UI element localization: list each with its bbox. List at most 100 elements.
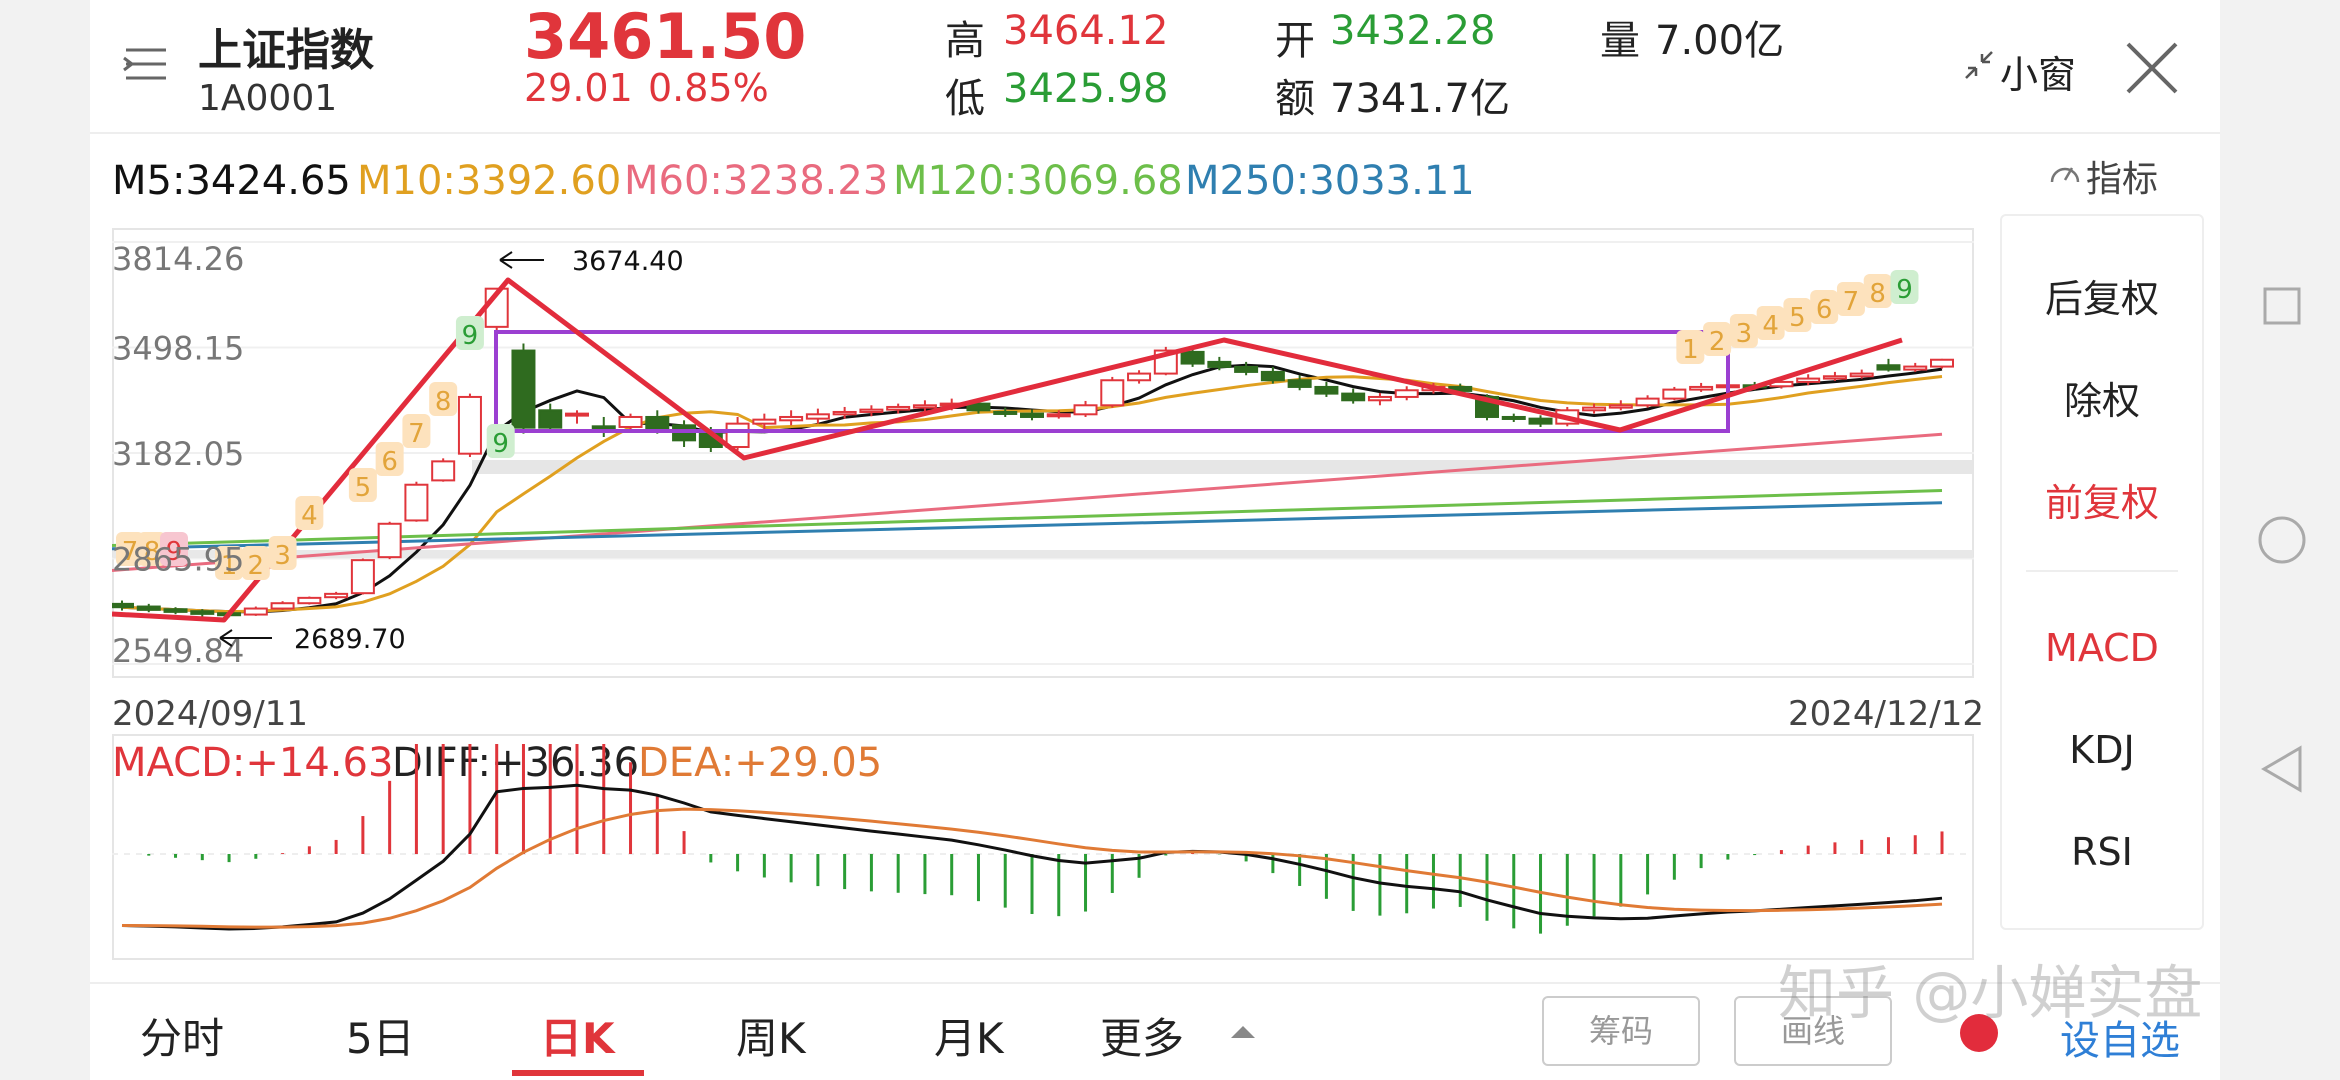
side-item-forward-adjust[interactable]: 前复权	[2044, 481, 2159, 525]
nine-turn-badge	[429, 382, 458, 416]
candle-body	[457, 395, 482, 455]
candle-body	[1394, 389, 1419, 398]
macd-histogram	[147, 744, 1944, 934]
tab-monthly-k[interactable]: 月K	[934, 1014, 1004, 1063]
nine-turn-badge	[241, 546, 270, 580]
candle-body	[1582, 406, 1607, 412]
candle-body	[190, 610, 215, 615]
dea-line	[121, 807, 1943, 929]
candle-body	[912, 404, 937, 409]
candle-body	[431, 460, 456, 482]
current-price: 3461.50	[524, 0, 807, 73]
tab-intraday[interactable]: 分时	[140, 1014, 225, 1063]
low-value: 3425.98	[1003, 66, 1169, 112]
candle-body	[1207, 360, 1232, 368]
nine-turn-badge	[402, 414, 431, 448]
ma120-label: M120:3069.68	[893, 158, 1183, 204]
y-tick-label: 2865.95	[112, 540, 244, 578]
side-item-rsi[interactable]: RSI	[2071, 830, 2133, 874]
side-item-macd[interactable]: MACD	[2045, 626, 2159, 670]
close-icon[interactable]	[2124, 40, 2180, 96]
nine-turn-number: 3	[1736, 319, 1753, 349]
side-menu-divider	[2026, 570, 2178, 572]
candle-body	[1822, 375, 1847, 380]
add-watchlist-button[interactable]: 设自选	[2060, 1018, 2180, 1064]
candle-body	[1046, 413, 1071, 418]
indicator-button[interactable]: 指标	[2086, 159, 2159, 200]
draw-line-button[interactable]: 画线	[1734, 996, 1892, 1066]
side-item-backward-adjust[interactable]: 后复权	[2044, 277, 2159, 321]
diff-line	[121, 783, 1943, 931]
nine-turn-number: 8	[435, 387, 452, 417]
candle-body	[1930, 358, 1954, 368]
nine-turn-badge	[116, 532, 144, 566]
mini-window-button[interactable]: 小窗	[2000, 53, 2077, 97]
side-item-kdj[interactable]: KDJ	[2069, 728, 2135, 772]
stock-code: 1A0001	[198, 78, 338, 119]
tab-daily-k[interactable]: 日K	[540, 1014, 615, 1063]
nine-turn-number: 4	[1762, 311, 1779, 341]
y-tick-label: 3182.05	[112, 435, 244, 473]
high-value: 3464.12	[1003, 8, 1169, 54]
candle-body	[832, 410, 857, 416]
candle-body	[511, 349, 536, 429]
tab-more[interactable]: 更多	[1100, 1014, 1185, 1063]
nine-turn-number: 7	[122, 537, 139, 567]
ma10-label: M10:3392.60	[357, 158, 622, 204]
amount-label: 额	[1275, 76, 1315, 122]
candle-body	[1314, 385, 1339, 395]
nine-turn-badge	[1676, 330, 1705, 364]
nine-turn-badge	[1890, 270, 1919, 304]
side-menu: 后复权 除权 前复权 MACD KDJ RSI	[2000, 214, 2204, 930]
menu-lines-icon[interactable]	[122, 40, 170, 88]
nine-turn-badge	[1756, 306, 1785, 340]
gauge-icon[interactable]	[2048, 156, 2082, 190]
nine-turn-badge	[375, 442, 404, 476]
nine-turn-badge	[1703, 322, 1732, 356]
macd-value: MACD:+14.63	[112, 740, 394, 786]
candle-body	[1287, 379, 1312, 388]
candle-body	[404, 483, 429, 522]
candle-body	[1501, 415, 1526, 420]
ma5-line	[121, 363, 1943, 614]
high-annotation: 3674.40	[572, 246, 684, 277]
tab-5day[interactable]: 5日	[346, 1014, 415, 1063]
side-item-ex-rights[interactable]: 除权	[2063, 379, 2140, 423]
candle-body	[350, 559, 375, 595]
candle-body	[297, 596, 322, 605]
nine-turn-number: 6	[381, 447, 398, 477]
record-dot-icon[interactable]	[1960, 1014, 1998, 1052]
candle-body	[645, 415, 670, 430]
square-nav-icon[interactable]	[2262, 286, 2302, 326]
amount-value: 7341.7亿	[1330, 76, 1510, 122]
candle-body	[859, 408, 884, 413]
tab-weekly-k[interactable]: 周K	[736, 1014, 806, 1063]
nine-turn-number: 7	[408, 419, 425, 449]
shrink-arrows-icon[interactable]	[1962, 48, 1996, 82]
candle-body	[538, 409, 563, 429]
back-triangle-icon[interactable]	[2260, 744, 2304, 794]
nine-turn-number: 8	[144, 537, 161, 567]
caret-up-icon[interactable]	[1228, 1022, 1258, 1040]
candle-body	[805, 413, 830, 420]
trend-zigzag-line	[112, 277, 1903, 623]
home-circle-icon[interactable]	[2256, 514, 2308, 566]
macd-chart[interactable]	[112, 734, 1974, 960]
candle-body	[752, 418, 777, 425]
nine-turn-badge	[1836, 282, 1865, 316]
candle-body	[377, 522, 402, 559]
volume-label: 量	[1600, 18, 1640, 64]
candle-body	[1635, 397, 1660, 407]
nine-turn-number: 2	[1709, 327, 1726, 357]
nine-turn-badge	[215, 546, 244, 580]
candle-body	[1367, 395, 1392, 402]
stock-name: 上证指数	[198, 25, 374, 76]
candle-body	[112, 602, 134, 609]
candle-body	[1020, 412, 1044, 418]
ma5-label: M5:3424.65	[112, 158, 351, 204]
nine-turn-number: 1	[221, 551, 238, 581]
candle-body	[966, 402, 991, 412]
chips-button[interactable]: 筹码	[1542, 996, 1700, 1066]
